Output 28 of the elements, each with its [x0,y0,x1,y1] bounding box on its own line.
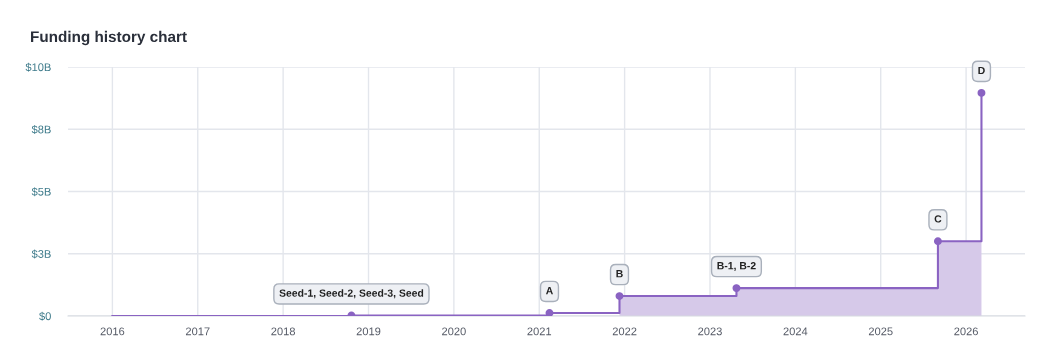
x-tick-label: 2019 [356,327,381,336]
y-tick-label: $5B [31,187,51,197]
point [977,88,986,97]
x-tick-label: 2023 [698,327,722,336]
annotation: D [978,66,985,75]
annotation: A [545,287,553,295]
x-tick-label: 2016 [100,327,125,336]
x-tick-label: 2018 [271,327,296,336]
y-tick-label: $0 [39,311,51,321]
x-tick-label: 2024 [783,327,808,336]
chart-title: Funding history chart [31,30,187,46]
x-tick-label: 2022 [612,327,637,336]
annotation: C [934,215,942,223]
x-tick-label: 2020 [442,327,466,336]
y-tick-label: $10B [25,62,51,72]
annotation: B-1, B-2 [717,262,756,271]
point [732,284,741,293]
x-tick-label: 2026 [954,327,978,336]
annotation: B [616,270,623,278]
annotation: Seed-1, Seed-2, Seed-3, Seed [279,289,424,299]
y-tick-label: $8B [31,125,51,135]
point [933,237,942,246]
point [615,292,624,301]
point [545,309,554,316]
x-tick-label: 2025 [868,327,893,336]
x-tick-label: 2017 [185,327,210,336]
y-tick-label: $3B [31,249,51,259]
x-tick-label: 2021 [527,327,552,336]
